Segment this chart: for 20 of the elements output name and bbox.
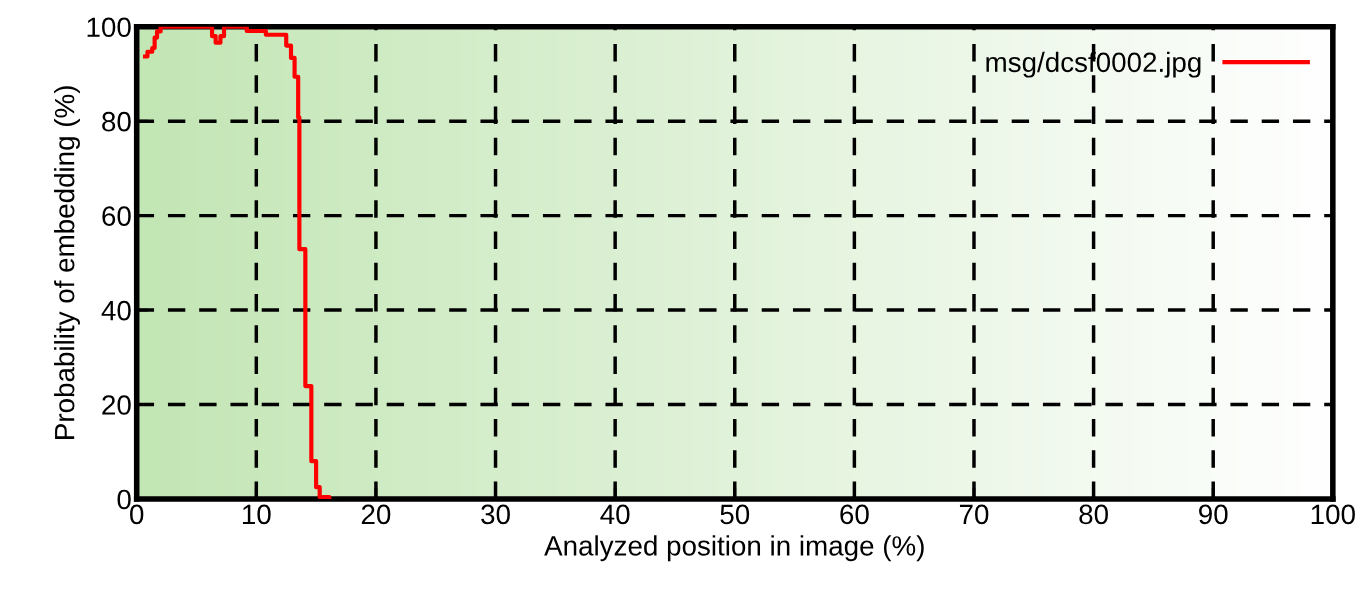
x-tick-label: 100	[1311, 504, 1355, 525]
x-tick-label: 10	[242, 504, 271, 525]
y-tick-label: 100	[87, 17, 131, 38]
x-tick-label: 80	[1079, 504, 1108, 525]
y-tick-label: 60	[102, 206, 131, 226]
y-tick-label: 20	[102, 395, 131, 415]
x-tick-label: 90	[1199, 504, 1228, 525]
x-tick-label: 70	[959, 504, 989, 525]
y-tick-label: 40	[101, 300, 131, 321]
y-tick-label: 80	[102, 111, 131, 132]
legend-label: msg/dcsf0002.jpg	[986, 51, 1201, 78]
x-tick-label: 30	[481, 504, 510, 525]
x-axis-title: Analyzed position in image (%)	[544, 535, 924, 562]
y-tick-label: 0	[117, 489, 131, 510]
y-axis-title: Probability of embedding (%)	[54, 86, 80, 439]
x-tick-label: 40	[600, 504, 630, 525]
x-tick-label: 50	[720, 504, 750, 525]
x-tick-label: 0	[130, 504, 144, 525]
x-tick-label: 20	[361, 504, 391, 525]
x-tick-label: 60	[840, 504, 869, 525]
